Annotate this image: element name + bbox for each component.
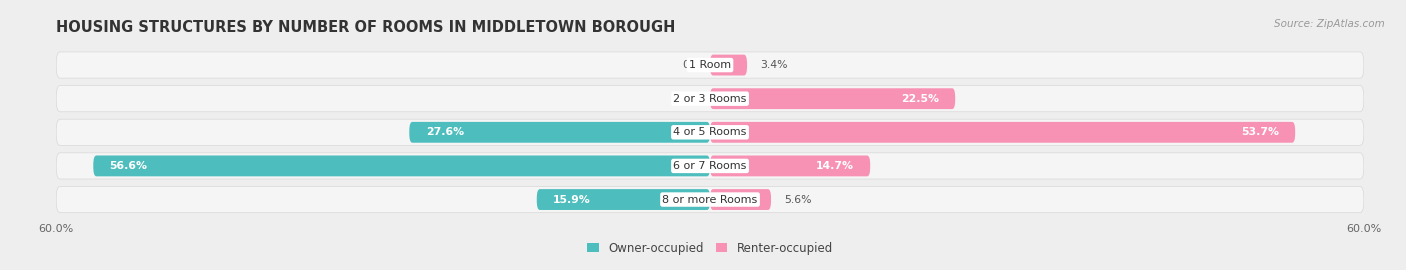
Text: HOUSING STRUCTURES BY NUMBER OF ROOMS IN MIDDLETOWN BOROUGH: HOUSING STRUCTURES BY NUMBER OF ROOMS IN… bbox=[56, 20, 676, 35]
Legend: Owner-occupied, Renter-occupied: Owner-occupied, Renter-occupied bbox=[586, 242, 834, 255]
Text: 15.9%: 15.9% bbox=[553, 195, 591, 205]
Text: 2 or 3 Rooms: 2 or 3 Rooms bbox=[673, 94, 747, 104]
FancyBboxPatch shape bbox=[710, 88, 955, 109]
Text: 5.6%: 5.6% bbox=[785, 195, 811, 205]
FancyBboxPatch shape bbox=[710, 55, 747, 76]
Text: 3.4%: 3.4% bbox=[761, 60, 787, 70]
FancyBboxPatch shape bbox=[710, 156, 870, 176]
Text: 14.7%: 14.7% bbox=[815, 161, 853, 171]
FancyBboxPatch shape bbox=[56, 119, 1364, 146]
FancyBboxPatch shape bbox=[56, 86, 1364, 112]
Text: Source: ZipAtlas.com: Source: ZipAtlas.com bbox=[1274, 19, 1385, 29]
FancyBboxPatch shape bbox=[56, 153, 1364, 179]
Text: 22.5%: 22.5% bbox=[901, 94, 939, 104]
FancyBboxPatch shape bbox=[56, 186, 1364, 213]
Text: 0.0%: 0.0% bbox=[682, 60, 710, 70]
FancyBboxPatch shape bbox=[710, 122, 1295, 143]
FancyBboxPatch shape bbox=[537, 189, 710, 210]
Text: 56.6%: 56.6% bbox=[110, 161, 148, 171]
Text: 1 Room: 1 Room bbox=[689, 60, 731, 70]
Text: 0.0%: 0.0% bbox=[682, 94, 710, 104]
Text: 53.7%: 53.7% bbox=[1241, 127, 1279, 137]
FancyBboxPatch shape bbox=[93, 156, 710, 176]
FancyBboxPatch shape bbox=[56, 52, 1364, 78]
Text: 4 or 5 Rooms: 4 or 5 Rooms bbox=[673, 127, 747, 137]
Text: 8 or more Rooms: 8 or more Rooms bbox=[662, 195, 758, 205]
FancyBboxPatch shape bbox=[710, 189, 770, 210]
Text: 27.6%: 27.6% bbox=[426, 127, 464, 137]
FancyBboxPatch shape bbox=[409, 122, 710, 143]
Text: 6 or 7 Rooms: 6 or 7 Rooms bbox=[673, 161, 747, 171]
